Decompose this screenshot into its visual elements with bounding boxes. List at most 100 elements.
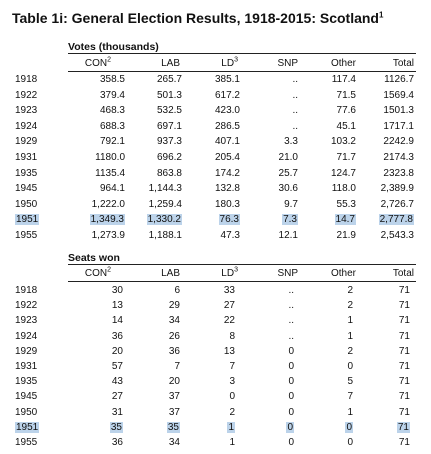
- cell: 71: [399, 331, 410, 343]
- rule: [68, 264, 416, 265]
- cell-value: 385.1: [214, 74, 240, 85]
- column-label: CON: [84, 58, 108, 69]
- rule: [68, 281, 416, 282]
- cell: 3: [229, 376, 235, 388]
- cell: 617.2: [215, 90, 240, 102]
- cell: 124.7: [331, 168, 356, 180]
- cell: ..: [288, 300, 294, 312]
- cell: 71: [399, 407, 410, 419]
- cell: 71: [399, 376, 410, 388]
- cell: 71: [399, 391, 410, 403]
- cell: 2,777.8: [378, 214, 414, 226]
- cell-value: 31: [111, 406, 123, 418]
- cell: 25.7: [279, 168, 298, 180]
- cell: ..: [292, 105, 298, 117]
- cell: 71: [399, 285, 410, 297]
- cell: 7: [347, 391, 353, 403]
- cell: 0: [288, 391, 294, 403]
- cell-value: 37: [168, 406, 180, 418]
- rule: [68, 71, 416, 72]
- cell-value: 205.4: [214, 152, 240, 163]
- cell-value: 71.7: [336, 152, 356, 163]
- cell: 31: [112, 407, 123, 419]
- year: 1929: [15, 345, 38, 357]
- cell: 379.4: [100, 90, 125, 102]
- column-label: Other: [330, 58, 356, 69]
- column-label: LD: [221, 268, 235, 279]
- cell-value: 14: [111, 315, 123, 327]
- cell-value: 45.1: [336, 120, 356, 132]
- cell: 2242.9: [383, 136, 414, 148]
- cell-value: 407.1: [214, 136, 240, 148]
- cell: 34: [169, 437, 180, 449]
- column-label: Total: [392, 58, 414, 69]
- cell-value: 379.4: [99, 89, 125, 101]
- cell-value: 697.1: [156, 120, 182, 132]
- cell-value: 7: [229, 361, 235, 372]
- cell-value: 2: [347, 300, 353, 312]
- cell-value: 964.1: [99, 183, 125, 195]
- column-label: Total: [392, 268, 414, 279]
- cell-value: 20: [111, 345, 123, 357]
- cell: 71: [399, 361, 410, 373]
- cell: ..: [292, 90, 298, 102]
- cell-value: 617.2: [214, 89, 240, 101]
- title-note: 1: [379, 10, 384, 20]
- cell: 0: [288, 361, 294, 373]
- cell: 103.2: [331, 136, 356, 148]
- cell: 7: [229, 361, 235, 373]
- cell-value: 71.5: [336, 89, 356, 101]
- cell: 1: [227, 421, 235, 434]
- cell: 7: [174, 361, 180, 373]
- cell-value: 71: [398, 391, 410, 403]
- column-header: CON2: [84, 56, 111, 70]
- cell: 697.1: [157, 121, 182, 133]
- cell: 6: [174, 285, 180, 297]
- cell-value: 71: [398, 300, 410, 312]
- cell-value: 863.8: [156, 167, 182, 179]
- cell-value: 57: [111, 361, 123, 372]
- cell: 1501.3: [383, 105, 414, 117]
- cell-value: 118.0: [331, 183, 356, 195]
- cell-value: 27: [223, 300, 235, 312]
- cell-value: 792.1: [99, 136, 125, 148]
- cell: 1,349.3: [89, 214, 125, 226]
- year: 1929: [15, 136, 38, 148]
- cell: 36: [112, 437, 123, 449]
- year: 1923: [15, 105, 38, 117]
- cell-value: 47.3: [220, 230, 240, 241]
- row-year: 1929: [15, 136, 37, 148]
- cell-value: 0: [286, 421, 294, 433]
- column-note: 2: [107, 56, 111, 64]
- cell-value: 36: [168, 345, 180, 357]
- year: 1922: [15, 89, 38, 101]
- row-year: 1918: [15, 74, 37, 86]
- section-heading: Votes (thousands): [68, 41, 159, 53]
- cell-value: 2: [347, 285, 353, 296]
- cell-value: 0: [288, 361, 294, 372]
- column-header: Other: [331, 58, 356, 70]
- rule: [68, 53, 416, 54]
- cell-value: 1135.4: [95, 167, 125, 179]
- cell: 3.3: [284, 136, 298, 148]
- cell: 0: [288, 437, 294, 449]
- cell: 13: [112, 300, 123, 312]
- cell: 33: [224, 285, 235, 297]
- column-header: SNP: [277, 268, 298, 280]
- cell-value: 2323.8: [383, 167, 414, 179]
- cell: 1,144.3: [149, 183, 182, 195]
- cell: 132.8: [215, 183, 240, 195]
- cell-value: 13: [111, 300, 123, 312]
- cell-value: 35: [109, 421, 123, 433]
- cell: ..: [292, 74, 298, 86]
- cell: 1180.0: [95, 152, 125, 164]
- cell-value: 34: [168, 437, 180, 448]
- cell-value: 71: [398, 376, 410, 388]
- cell-value: ..: [288, 285, 294, 296]
- cell-value: 26: [168, 330, 180, 342]
- cell-value: 103.2: [330, 136, 356, 148]
- year: 1945: [15, 391, 38, 403]
- cell-value: 174.2: [214, 167, 240, 179]
- cell: 1717.1: [383, 121, 414, 133]
- cell: 0: [347, 361, 353, 373]
